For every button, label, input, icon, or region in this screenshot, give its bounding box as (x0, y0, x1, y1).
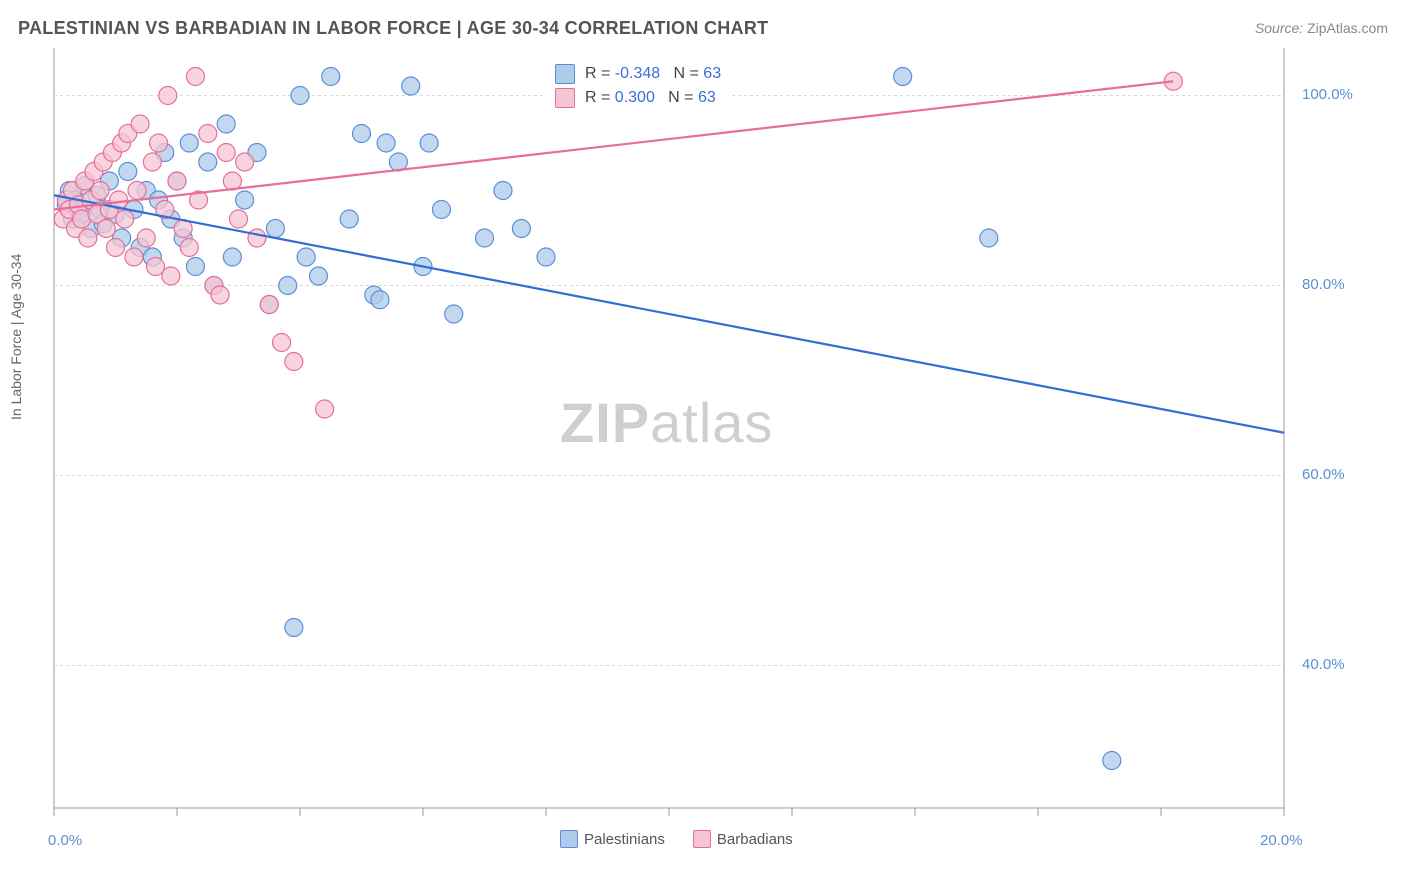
correlation-swatch (555, 64, 575, 84)
x-tick-label: 0.0% (48, 832, 82, 849)
legend-label: Palestinians (584, 831, 665, 848)
correlation-r: R = -0.348 N = 63 (585, 65, 721, 83)
correlation-row: R = 0.300 N = 63 (555, 88, 721, 108)
correlation-r: R = 0.300 N = 63 (585, 89, 716, 107)
y-tick-label: 80.0% (1302, 276, 1345, 293)
legend-swatch (560, 830, 578, 848)
legend: Palestinians Barbadians (560, 830, 793, 848)
legend-item: Barbadians (693, 830, 793, 848)
chart-title: PALESTINIAN VS BARBADIAN IN LABOR FORCE … (18, 18, 768, 39)
correlation-legend: R = -0.348 N = 63 R = 0.300 N = 63 (545, 60, 731, 112)
legend-item: Palestinians (560, 830, 665, 848)
correlation-swatch (555, 88, 575, 108)
y-tick-label: 60.0% (1302, 466, 1345, 483)
scatter-chart (0, 48, 1406, 868)
legend-swatch (693, 830, 711, 848)
y-tick-label: 40.0% (1302, 656, 1345, 673)
x-tick-label: 20.0% (1260, 832, 1303, 849)
chart-container: PALESTINIAN VS BARBADIAN IN LABOR FORCE … (0, 0, 1406, 892)
source-value: ZipAtlas.com (1307, 20, 1388, 36)
source-credit: Source: ZipAtlas.com (1255, 20, 1388, 36)
source-label: Source: (1255, 20, 1303, 36)
legend-label: Barbadians (717, 831, 793, 848)
correlation-row: R = -0.348 N = 63 (555, 64, 721, 84)
y-tick-label: 100.0% (1302, 86, 1353, 103)
